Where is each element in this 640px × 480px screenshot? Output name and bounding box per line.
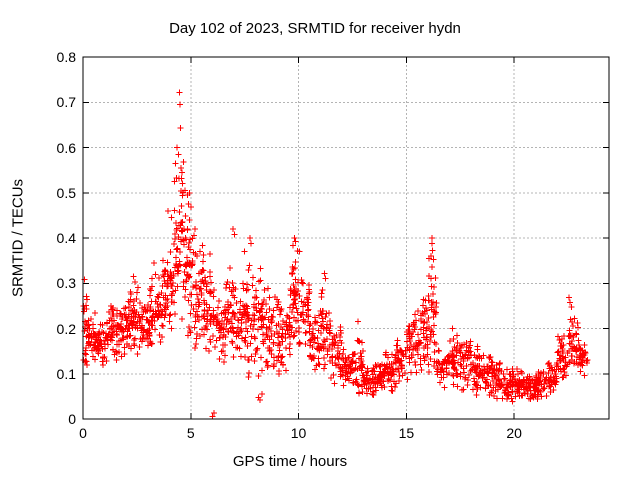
gridlines <box>83 57 609 419</box>
x-tick-label: 20 <box>506 425 522 441</box>
x-tick-label: 5 <box>186 425 195 441</box>
y-tick-label: 0.3 <box>56 275 76 292</box>
y-tick-label: 0.2 <box>56 320 76 337</box>
x-tick-label: 0 <box>79 425 87 441</box>
y-tick-label: 0.7 <box>56 94 76 111</box>
x-axis-label: GPS time / hours <box>232 453 348 470</box>
y-tick-label: 0.4 <box>56 230 76 246</box>
y-tick-label: 0 <box>68 411 76 427</box>
x-tick-label: 10 <box>290 425 307 441</box>
y-tick-label: 0.1 <box>56 365 76 382</box>
y-tick-label: 0.5 <box>56 184 76 201</box>
plot-border <box>82 56 610 420</box>
y-tick-label: 0.8 <box>56 49 76 65</box>
scatter-points <box>80 89 591 420</box>
chart-title: Day 102 of 2023, SRMTID for receiver hyd… <box>169 20 461 37</box>
x-tick-label: 15 <box>398 425 415 441</box>
y-tick-label: 0.6 <box>56 139 76 156</box>
y-axis-label: SRMTID / TECUs <box>9 178 27 298</box>
